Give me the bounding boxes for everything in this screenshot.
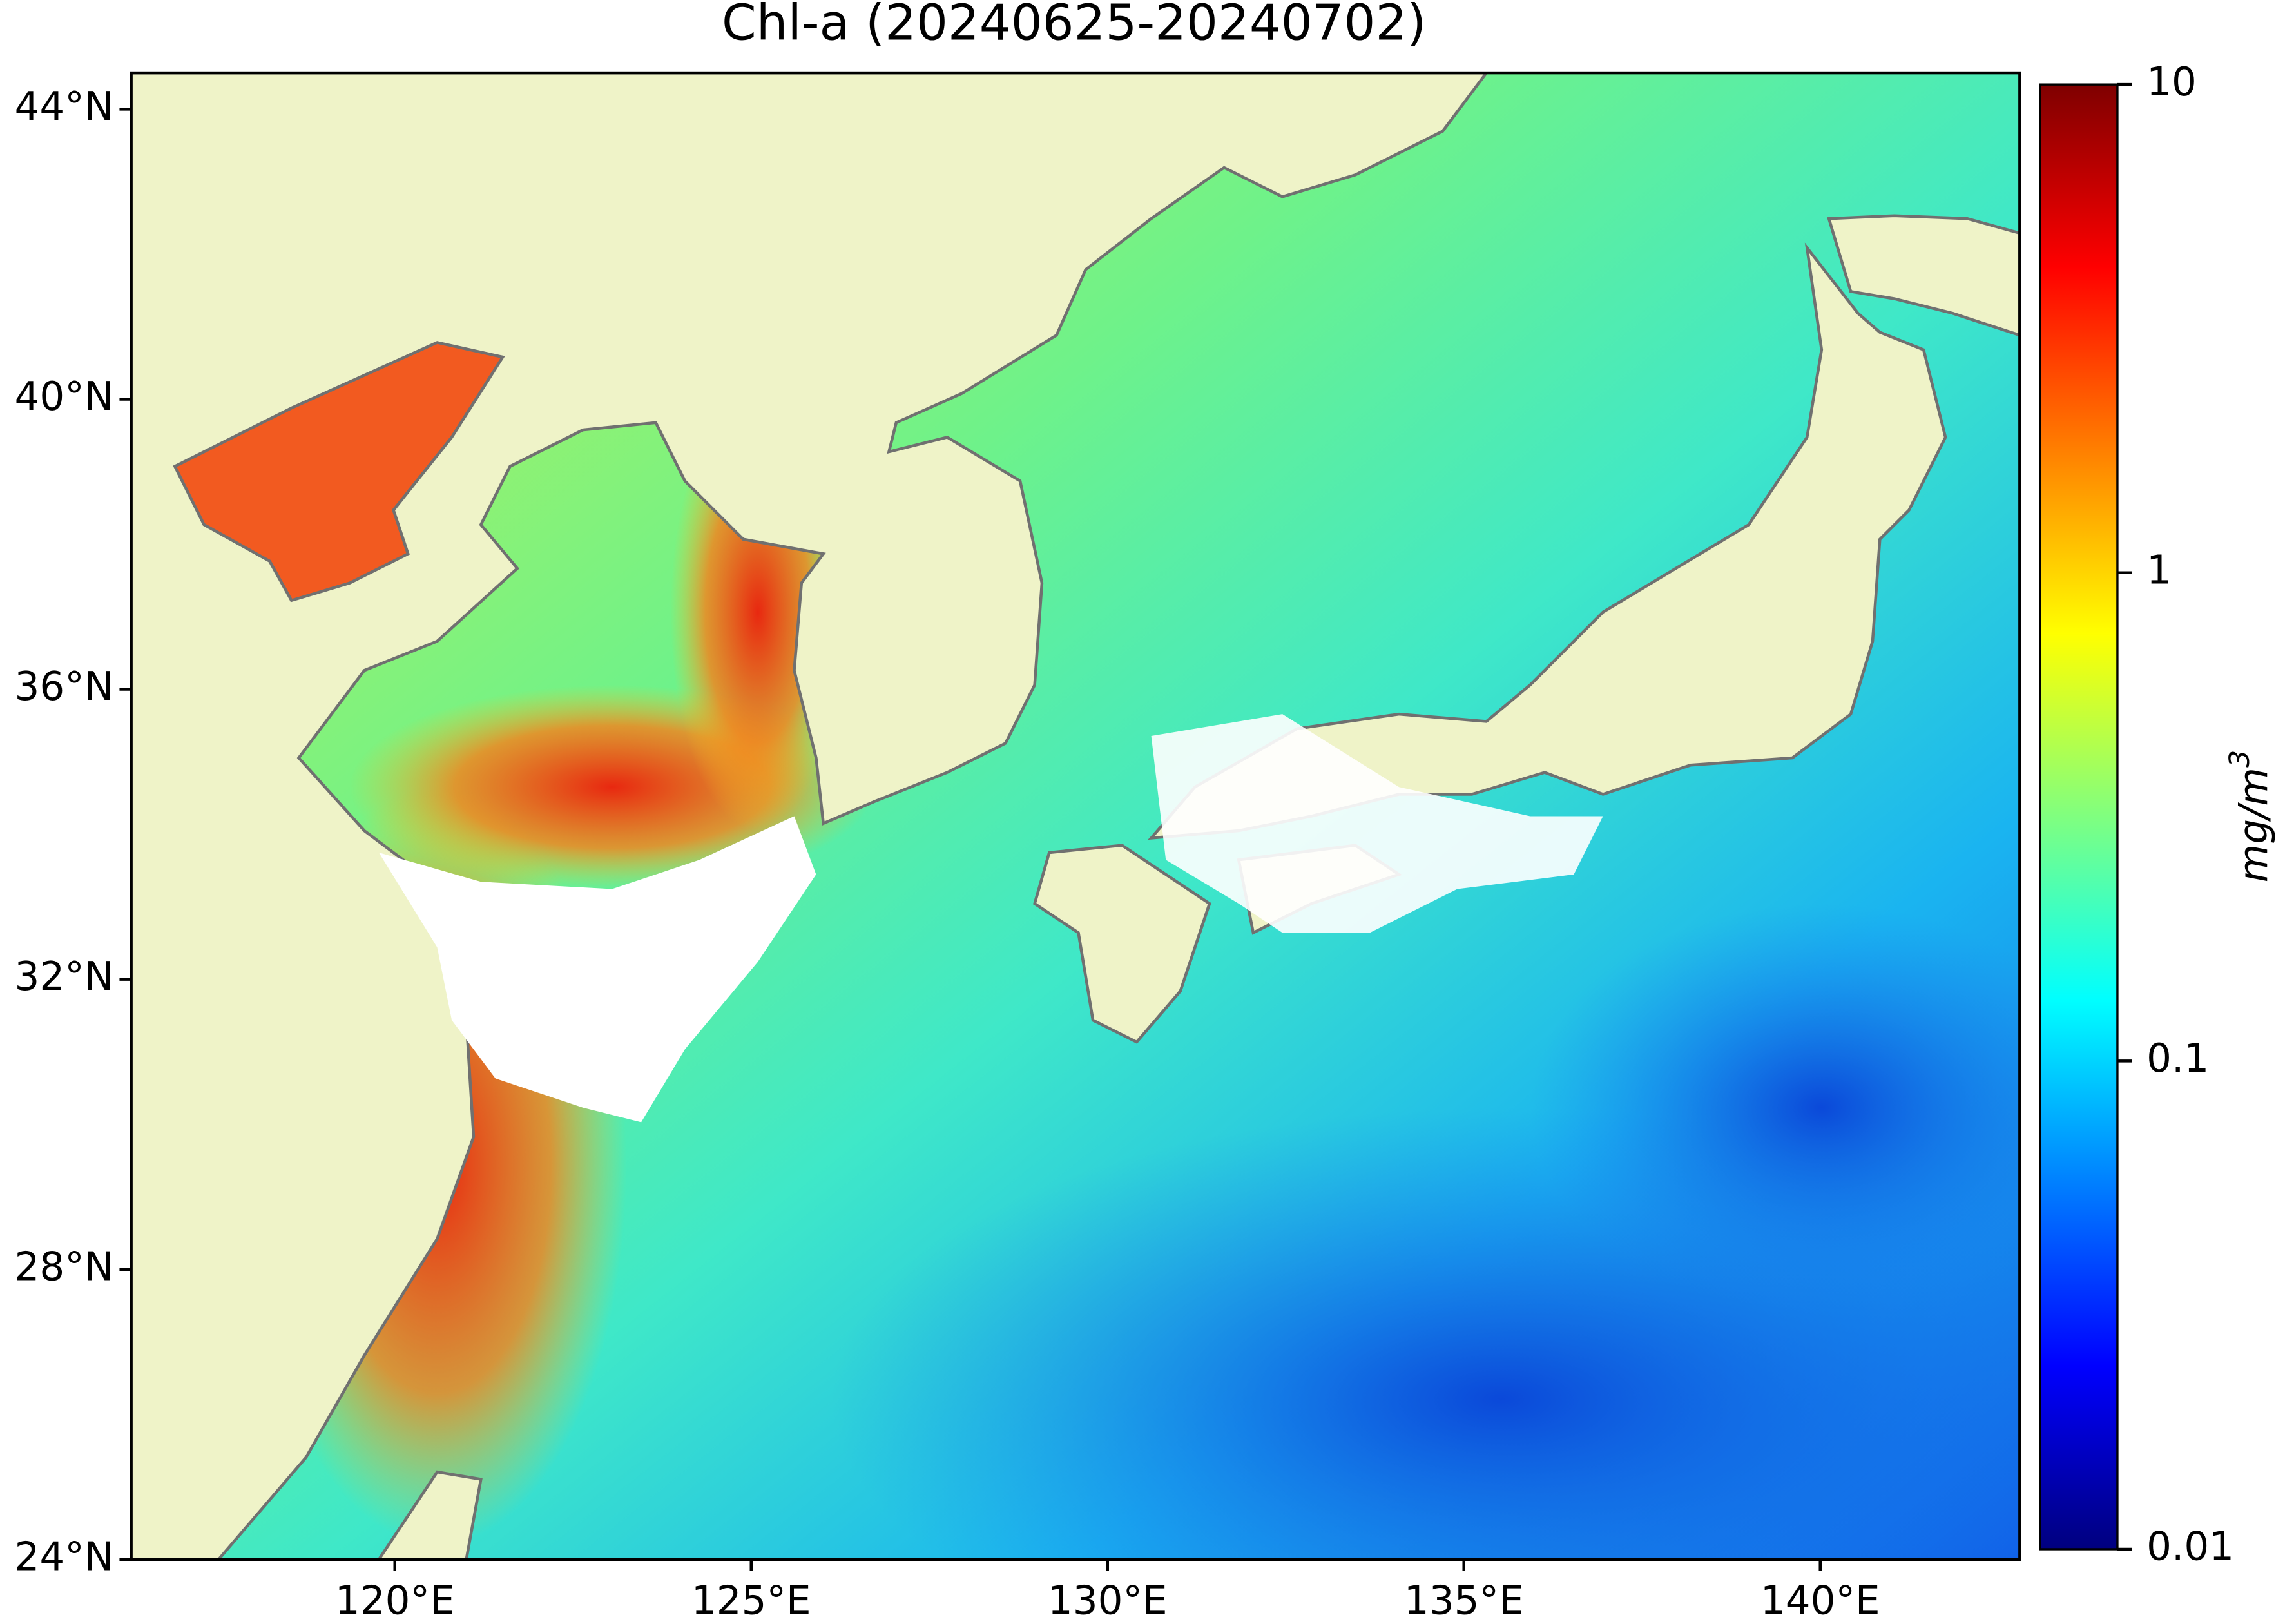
cloud-mask [378, 816, 816, 1123]
map-area [131, 73, 2020, 1560]
x-tick-label: 140°E [1760, 1578, 1880, 1623]
land-hokkaido [1827, 214, 2020, 337]
y-tick-label: 28°N [15, 1244, 114, 1290]
y-tick-label: 44°N [15, 84, 114, 130]
title: Chl-a (20240625-20240702) [722, 0, 1426, 52]
colorbar [2039, 83, 2119, 1551]
colorbar-label-sup: 3 [2224, 750, 2256, 768]
colorbar-tick-label: 0.1 [2146, 1036, 2209, 1081]
bohai-sea [173, 341, 505, 603]
y-tick-label: 40°N [15, 374, 114, 420]
colorbar-label: mg/m3 [2224, 750, 2277, 883]
colorbar-tick-label: 1 [2146, 547, 2172, 593]
x-tick-label: 135°E [1404, 1578, 1524, 1623]
low-chl-area [1530, 904, 2020, 1312]
colorbar-tick-label: 0.01 [2146, 1524, 2234, 1570]
y-tick-label: 24°N [15, 1534, 114, 1580]
cloud-mask [1151, 714, 1603, 933]
land-kyushu [1033, 844, 1211, 1044]
colorbar-tick-label: 10 [2146, 59, 2197, 105]
colorbar-label-base: mg/m [2230, 768, 2276, 882]
x-tick-label: 125°E [691, 1578, 811, 1623]
y-tick-label: 32°N [15, 954, 114, 1000]
x-tick-label: 130°E [1048, 1578, 1168, 1623]
land-taiwan [377, 1470, 483, 1560]
map-frame [130, 71, 2021, 1561]
x-tick-label: 120°E [335, 1578, 455, 1623]
y-tick-label: 36°N [15, 664, 114, 710]
